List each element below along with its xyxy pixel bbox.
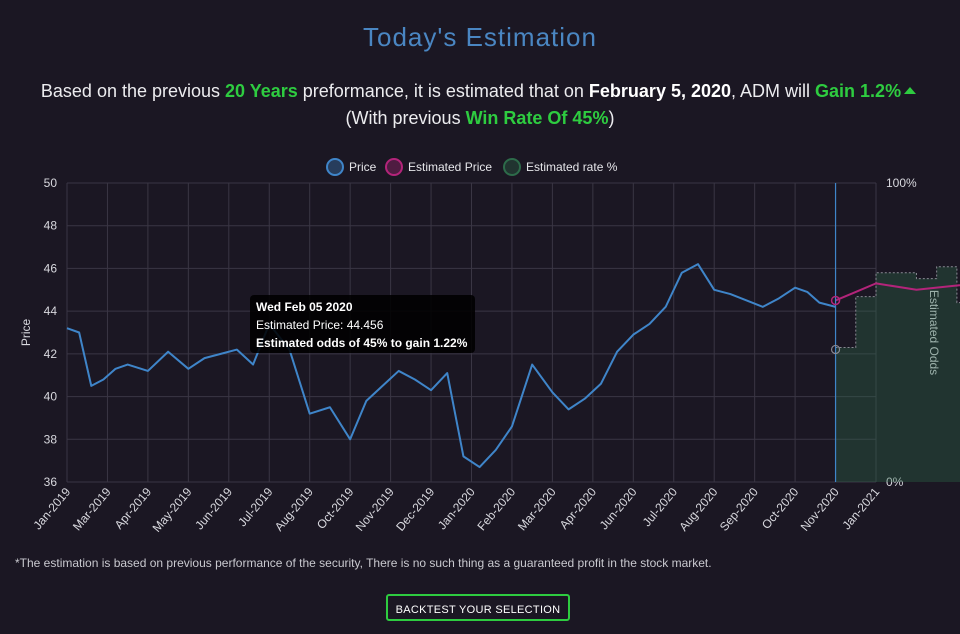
x-tick-label: Apr-2020 — [557, 485, 600, 532]
x-tick-label: Aug-2019 — [272, 485, 316, 534]
x-tick-label: Aug-2020 — [676, 485, 720, 534]
x-tick-label: Jun-2019 — [192, 485, 235, 533]
x-tick-label: Oct-2019 — [314, 485, 357, 532]
x-tick-label: Jul-2019 — [235, 485, 276, 530]
y-tick-label: 36 — [44, 475, 58, 489]
estimation-chart[interactable]: 36 38 40 42 44 46 48 50 Jan-2019Mar-2019Apr-2019… — [0, 150, 960, 550]
legend-label[interactable]: Price — [349, 160, 377, 174]
summary-text-1: Based on the previous — [40, 81, 226, 101]
disclaimer-text: *The estimation is based on previous per… — [15, 556, 712, 570]
y-tick-label: 38 — [44, 432, 58, 446]
tooltip-estimated-price: Estimated Price: 44.456 — [256, 318, 384, 332]
legend-label[interactable]: Estimated rate % — [526, 160, 618, 174]
y-tick-label: 42 — [44, 347, 58, 361]
chart-tooltip: Wed Feb 05 2020 Estimated Price: 44.456 … — [250, 295, 475, 353]
x-tick-label: Oct-2020 — [759, 485, 802, 532]
x-tick-label: Nov-2019 — [353, 485, 397, 534]
rate-line — [835, 266, 960, 348]
gain-highlight: Gain 1.2% — [815, 81, 902, 101]
legend-marker — [326, 158, 344, 176]
rate-area — [835, 266, 960, 482]
x-tick-label: Mar-2019 — [70, 485, 114, 534]
estimated-price-line — [835, 282, 960, 302]
legend-marker — [503, 158, 521, 176]
estimation-summary: Based on the previous 20 Years preforman… — [40, 78, 920, 132]
y2-tick-label: 0% — [886, 475, 904, 489]
x-tick-label: Jul-2020 — [640, 485, 681, 530]
tooltip-title: Wed Feb 05 2020 — [256, 300, 353, 314]
summary-text-4: (With previous — [345, 108, 466, 128]
years-highlight: 20 Years — [225, 81, 298, 101]
hover-point-estimated — [830, 295, 841, 306]
x-tick-label: Apr-2019 — [112, 485, 155, 532]
x-tick-label: Jan-2019 — [30, 485, 73, 533]
caret-up-icon — [904, 87, 917, 94]
summary-text-3: , ADM will — [731, 81, 816, 101]
x-tick-label: Feb-2020 — [475, 485, 519, 534]
price-line — [66, 263, 836, 469]
page-title: Today's Estimation — [363, 22, 597, 52]
y2-axis-label: Estimated Odds — [927, 290, 941, 375]
y-tick-label: 46 — [44, 261, 58, 275]
summary-text-2: preformance, it is estimated that on — [297, 81, 589, 101]
y-tick-label: 44 — [44, 304, 58, 318]
hover-point-rate — [830, 344, 841, 355]
x-tick-label: Jan-2021 — [839, 485, 882, 533]
legend-marker — [385, 158, 403, 176]
y2-tick-label: 100% — [886, 176, 917, 190]
x-tick-label: Mar-2020 — [515, 485, 559, 534]
x-tick-label: Dec-2019 — [393, 485, 437, 534]
x-tick-label: Nov-2020 — [798, 485, 842, 534]
y-axis-label: Price — [19, 319, 33, 347]
x-tick-label: May-2019 — [150, 485, 195, 535]
estimation-date: February 5, 2020 — [588, 81, 732, 101]
x-tick-label: Sep-2020 — [717, 485, 761, 534]
legend-label[interactable]: Estimated Price — [408, 160, 492, 174]
summary-text-5: ) — [608, 108, 615, 128]
x-tick-label: Jan-2020 — [435, 485, 478, 533]
x-tick-label: Jun-2020 — [597, 485, 640, 533]
backtest-button[interactable]: BACKTEST YOUR SELECTION — [386, 594, 570, 621]
winrate-highlight: Win Rate Of 45% — [465, 108, 609, 128]
y-tick-label: 40 — [44, 390, 58, 404]
y-tick-label: 48 — [44, 219, 58, 233]
tooltip-odds: Estimated odds of 45% to gain 1.22% — [256, 336, 468, 350]
y-tick-label: 50 — [44, 176, 58, 190]
